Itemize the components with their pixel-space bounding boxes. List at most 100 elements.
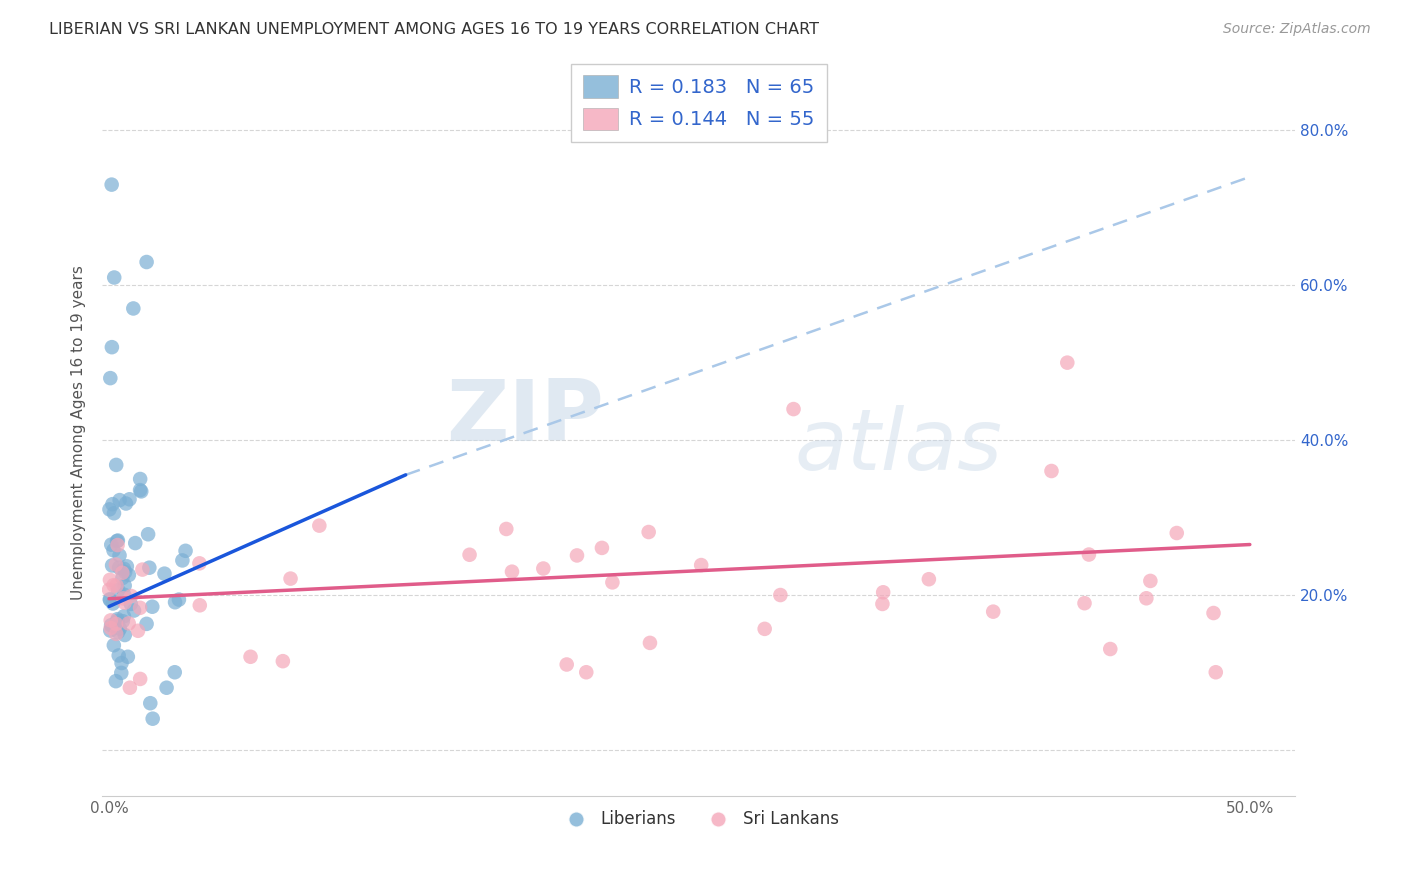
- Point: [105, 627, 128, 641]
- Point: [1056, 356, 1078, 370]
- Text: atlas: atlas: [794, 405, 1002, 488]
- Point: [531, 561, 554, 575]
- Point: [101, 340, 124, 354]
- Point: [104, 558, 127, 572]
- Point: [101, 497, 124, 511]
- Point: [101, 597, 124, 611]
- Point: [108, 560, 131, 574]
- Point: [122, 603, 145, 617]
- Point: [100, 538, 122, 552]
- Point: [1073, 596, 1095, 610]
- Point: [101, 558, 124, 573]
- Text: Source: ZipAtlas.com: Source: ZipAtlas.com: [1223, 22, 1371, 37]
- Point: [112, 562, 135, 576]
- Point: [103, 543, 125, 558]
- Point: [782, 402, 804, 417]
- Point: [918, 572, 941, 586]
- Text: LIBERIAN VS SRI LANKAN UNEMPLOYMENT AMONG AGES 16 TO 19 YEARS CORRELATION CHART: LIBERIAN VS SRI LANKAN UNEMPLOYMENT AMON…: [49, 22, 820, 37]
- Point: [98, 371, 121, 385]
- Point: [565, 549, 588, 563]
- Point: [637, 524, 659, 539]
- Point: [107, 625, 129, 640]
- Point: [110, 656, 132, 670]
- Legend: Liberians, Sri Lankans: Liberians, Sri Lankans: [553, 804, 845, 835]
- Point: [591, 541, 613, 555]
- Point: [107, 533, 129, 548]
- Point: [112, 609, 135, 624]
- Point: [142, 712, 165, 726]
- Point: [872, 585, 894, 599]
- Point: [139, 696, 162, 710]
- Point: [100, 621, 122, 635]
- Point: [280, 572, 302, 586]
- Point: [105, 578, 128, 592]
- Point: [114, 596, 136, 610]
- Point: [188, 557, 211, 571]
- Point: [555, 657, 578, 672]
- Point: [495, 522, 517, 536]
- Point: [308, 518, 330, 533]
- Point: [108, 493, 131, 508]
- Point: [124, 536, 146, 550]
- Point: [98, 593, 121, 607]
- Point: [153, 566, 176, 581]
- Point: [103, 578, 125, 592]
- Point: [110, 665, 132, 680]
- Point: [118, 492, 141, 507]
- Point: [129, 484, 152, 499]
- Point: [115, 559, 138, 574]
- Point: [111, 614, 134, 628]
- Point: [1040, 464, 1063, 478]
- Point: [163, 665, 186, 680]
- Point: [141, 599, 163, 614]
- Point: [108, 622, 131, 636]
- Point: [103, 270, 125, 285]
- Point: [129, 600, 152, 615]
- Y-axis label: Unemployment Among Ages 16 to 19 years: Unemployment Among Ages 16 to 19 years: [72, 265, 86, 599]
- Point: [115, 496, 138, 510]
- Point: [271, 654, 294, 668]
- Point: [112, 591, 135, 606]
- Point: [118, 616, 141, 631]
- Point: [155, 681, 177, 695]
- Point: [98, 624, 121, 638]
- Point: [1135, 591, 1157, 606]
- Point: [981, 605, 1004, 619]
- Point: [117, 649, 139, 664]
- Point: [98, 502, 121, 516]
- Point: [1139, 574, 1161, 588]
- Point: [174, 544, 197, 558]
- Point: [138, 560, 160, 574]
- Point: [1077, 548, 1099, 562]
- Point: [501, 565, 523, 579]
- Point: [1099, 642, 1122, 657]
- Point: [131, 563, 153, 577]
- Point: [135, 255, 157, 269]
- Point: [1202, 606, 1225, 620]
- Point: [120, 597, 142, 611]
- Point: [100, 613, 122, 627]
- Point: [111, 571, 134, 585]
- Point: [112, 588, 135, 602]
- Point: [107, 612, 129, 626]
- Point: [172, 553, 194, 567]
- Point: [105, 616, 128, 631]
- Point: [98, 592, 121, 607]
- Point: [98, 582, 121, 597]
- Point: [127, 624, 149, 638]
- Point: [107, 538, 129, 552]
- Point: [872, 597, 894, 611]
- Point: [239, 649, 262, 664]
- Point: [118, 681, 141, 695]
- Point: [105, 534, 128, 549]
- Point: [105, 614, 128, 628]
- Point: [100, 178, 122, 192]
- Point: [769, 588, 792, 602]
- Point: [114, 578, 136, 592]
- Point: [602, 575, 624, 590]
- Point: [108, 549, 131, 563]
- Point: [118, 568, 141, 582]
- Point: [754, 622, 776, 636]
- Point: [135, 616, 157, 631]
- Point: [104, 674, 127, 689]
